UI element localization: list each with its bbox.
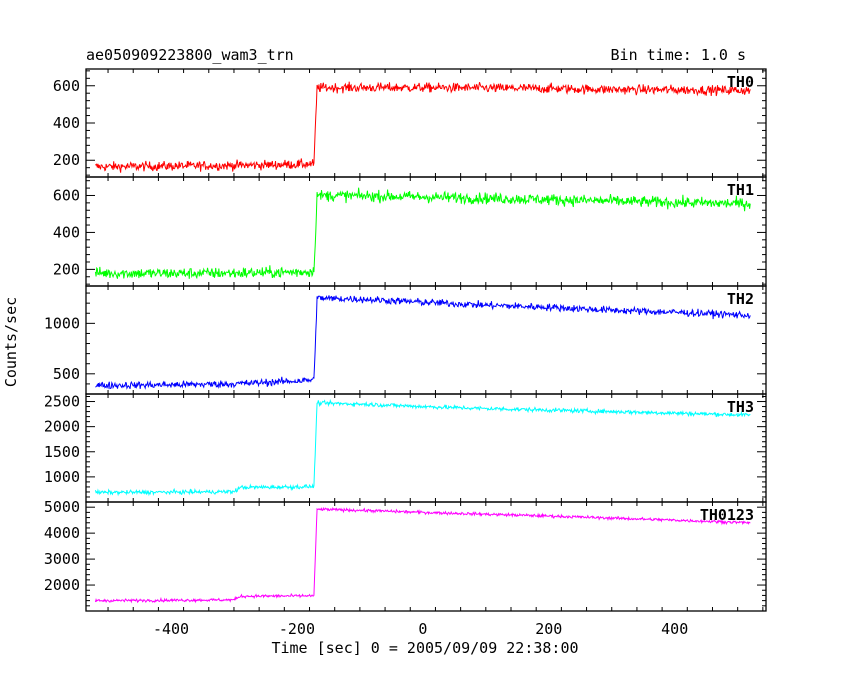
panel-th3: 1000 1500 2000 2500 TH3 [44,393,767,503]
x-tick-label: 200 [535,620,562,638]
y-tick-label: 2000 [44,576,80,594]
y-tick-label: 5000 [44,498,80,516]
y-tick-label: 600 [53,186,80,204]
panel-frame [85,393,767,503]
panel-label-th0: TH0 [727,73,754,91]
y-tick-label: 400 [53,223,80,241]
x-tick-label: -400 [153,620,189,638]
panel-label-th3: TH3 [727,398,754,416]
y-tick-label: 1000 [44,468,80,486]
y-axis-label: Counts/sec [2,297,20,387]
y-tick-label: 500 [53,365,80,383]
x-tick-label: -200 [279,620,315,638]
chart-subtitle: Bin time: 1.0 s [611,46,746,64]
y-tick-label: 200 [53,151,80,169]
x-axis-label: Time [sec] 0 = 2005/09/09 22:38:00 [271,639,578,657]
y-tick-label: 400 [53,114,80,132]
y-tick-label: 1000 [44,314,80,332]
panel-frame [85,176,767,287]
y-tick-label: 2000 [44,418,80,436]
series-line-th3 [94,398,751,497]
y-tick-label: 200 [53,260,80,278]
x-tick-label: 0 [418,620,427,638]
panel-label-th0123: TH0123 [700,506,754,524]
panel-th2: 500 1000 TH2 [44,285,767,395]
panel-th0: 200 400 600 TH0 [53,68,767,178]
series-line-th0123 [94,506,751,604]
y-tick-label: 3000 [44,550,80,568]
series-line-th2 [95,295,751,390]
y-tick-label: 4000 [44,524,80,542]
panel-label-th1: TH1 [727,181,754,199]
y-tick-label: 1500 [44,443,80,461]
chart-title: ae050909223800_wam3_trn [86,46,294,64]
series-line-th0 [95,81,751,173]
panel-th0123: 2000 3000 4000 5000 TH0123 [44,498,767,612]
y-tick-label: 2500 [44,393,80,411]
series-line-th1 [94,187,751,280]
panel-th1: 200 400 600 TH1 [53,176,767,287]
panel-frame [85,501,767,612]
panel-label-th2: TH2 [727,290,754,308]
y-tick-label: 600 [53,77,80,95]
x-tick-label: 400 [661,620,688,638]
panels: 200 400 600 TH0 200 400 600 TH1 500 1000 TH2 1000 15… [44,68,767,638]
